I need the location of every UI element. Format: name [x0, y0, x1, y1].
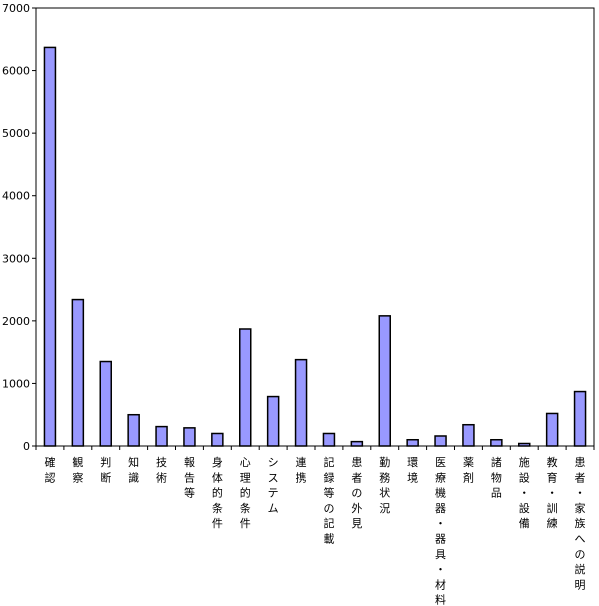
- y-tick-label: 3000: [2, 252, 30, 265]
- x-tick-label: 教育・訓練: [547, 456, 558, 530]
- bar-20: [573, 390, 587, 447]
- bar-15: [434, 435, 447, 447]
- y-tick-label: 6000: [2, 65, 30, 78]
- x-tick-label: 勤務状況: [379, 456, 390, 515]
- x-tick-label: 医療機器・器具・材料: [435, 456, 446, 606]
- bar-10: [294, 358, 308, 447]
- bars: [43, 46, 587, 447]
- bar-4: [127, 413, 140, 447]
- bar-14: [406, 438, 419, 447]
- x-tick-label: 心理的条件: [240, 456, 251, 530]
- x-tick-label: 知識: [128, 455, 139, 484]
- y-tick-label: 7000: [2, 2, 30, 15]
- bar-12: [350, 440, 364, 447]
- bar-13: [378, 315, 391, 447]
- x-tick-label: 施設・設備: [519, 456, 530, 530]
- bar-11: [322, 432, 336, 447]
- plot-area-border: [35, 7, 595, 447]
- x-tick-label: 判断: [100, 456, 111, 484]
- x-tick-label: 記録等の記載: [323, 455, 334, 546]
- x-tick-label: 身体的条件: [212, 455, 223, 530]
- bar-9: [266, 395, 280, 447]
- y-tick-label: 1000: [2, 377, 30, 390]
- x-tick-label: 観察: [72, 455, 83, 484]
- plot-frame: [35, 7, 595, 447]
- bar-17: [490, 438, 503, 447]
- bar-19: [545, 412, 559, 447]
- x-tick-label: 報告等: [184, 456, 195, 500]
- bar-3: [99, 360, 112, 447]
- bar-2: [71, 298, 85, 447]
- x-tick-label: 薬剤: [463, 456, 474, 484]
- y-axis: 0 1000 2000 3000 4000 5000 6000 7000: [2, 2, 36, 453]
- bar-7: [211, 432, 224, 447]
- bar-6: [183, 427, 196, 447]
- x-tick-label: システム: [268, 456, 279, 515]
- y-tick-label: 5000: [2, 127, 30, 140]
- x-tick-label: 確認: [44, 455, 55, 484]
- x-tick-label: 患者・家族への説明: [575, 456, 586, 591]
- x-tick-label: 患者の外見: [351, 456, 362, 530]
- bar-16: [462, 423, 475, 447]
- x-tick-label: 環境: [407, 456, 418, 484]
- bar-1: [43, 46, 57, 447]
- y-tick-label: 0: [23, 440, 30, 453]
- bar-8: [239, 328, 252, 447]
- bar-18: [518, 442, 531, 447]
- y-tick-label: 4000: [2, 190, 30, 203]
- bar-5: [155, 425, 168, 447]
- x-tick-label: 連携: [296, 455, 307, 484]
- x-tick-label: 諸物品: [491, 455, 502, 500]
- x-tick-label: 技術: [156, 456, 167, 484]
- y-tick-label: 2000: [2, 315, 30, 328]
